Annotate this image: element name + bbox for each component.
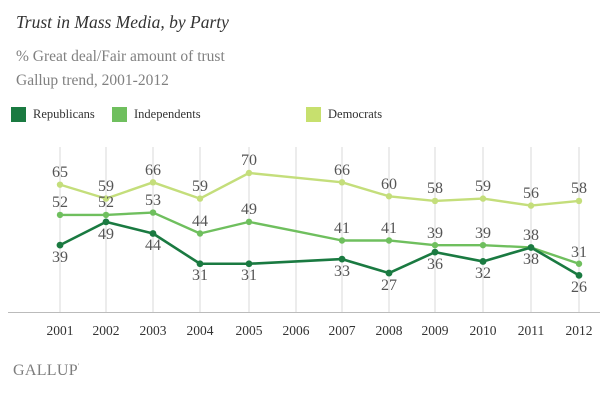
svg-text:52: 52 [98,194,114,211]
svg-text:33: 33 [334,263,350,280]
svg-text:60: 60 [381,176,397,193]
svg-text:53: 53 [145,192,161,209]
svg-text:2003: 2003 [140,323,167,338]
svg-text:66: 66 [334,162,350,179]
svg-text:56: 56 [523,185,539,202]
svg-text:59: 59 [98,178,114,195]
svg-text:59: 59 [475,178,491,195]
svg-text:31: 31 [241,267,257,284]
svg-text:39: 39 [475,225,491,242]
svg-text:2005: 2005 [236,323,263,338]
svg-text:2002: 2002 [93,323,120,338]
svg-text:27: 27 [381,277,397,294]
svg-text:49: 49 [98,226,114,243]
svg-text:2010: 2010 [470,323,497,338]
svg-text:58: 58 [571,180,587,197]
svg-text:2001: 2001 [47,323,74,338]
svg-text:70: 70 [241,152,257,169]
svg-text:66: 66 [145,162,161,179]
svg-text:38: 38 [523,251,539,268]
svg-text:59: 59 [192,178,208,195]
svg-text:52: 52 [52,194,68,211]
svg-text:2012: 2012 [566,323,593,338]
svg-text:36: 36 [427,256,443,273]
svg-text:44: 44 [145,237,161,254]
svg-text:41: 41 [334,220,350,237]
svg-text:41: 41 [381,220,397,237]
svg-text:31: 31 [571,244,587,261]
svg-text:58: 58 [427,180,443,197]
svg-text:2011: 2011 [518,323,545,338]
svg-text:2007: 2007 [329,323,356,338]
svg-text:26: 26 [571,279,587,296]
svg-text:65: 65 [52,164,68,181]
svg-text:2006: 2006 [283,323,310,338]
svg-text:44: 44 [192,213,208,230]
svg-text:32: 32 [475,265,491,282]
svg-text:31: 31 [192,267,208,284]
svg-text:2008: 2008 [376,323,403,338]
svg-text:38: 38 [523,227,539,244]
svg-text:39: 39 [427,225,443,242]
svg-text:49: 49 [241,201,257,218]
svg-text:2009: 2009 [422,323,449,338]
svg-text:39: 39 [52,249,68,266]
svg-text:2004: 2004 [187,323,214,338]
